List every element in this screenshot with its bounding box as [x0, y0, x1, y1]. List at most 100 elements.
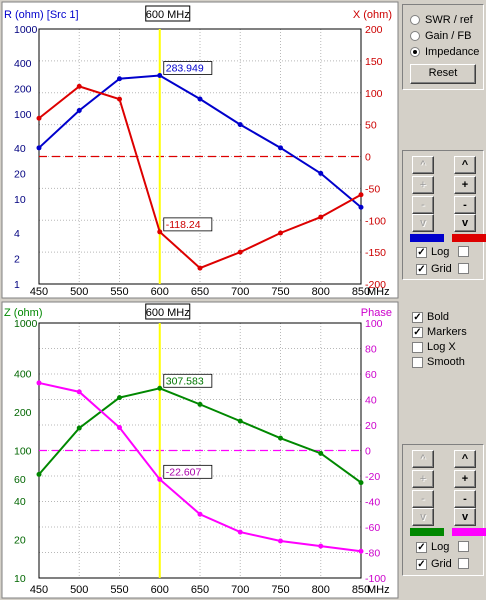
bottom-left-plus-button[interactable]: +: [412, 470, 434, 488]
bold-box: ✓: [412, 311, 423, 323]
bottom-left-up-button[interactable]: ^: [412, 450, 434, 468]
chart-1-right-tick-9: -80: [365, 548, 380, 560]
chart-0-series-1-point-750: [278, 230, 283, 236]
mode-group-frame: [402, 4, 484, 90]
bottom-grid-right-box: [458, 558, 469, 569]
bottom-left-minus-button[interactable]: -: [412, 490, 434, 508]
bottom-right-plus-button[interactable]: +: [454, 470, 476, 488]
chart-1-series-0-point-500: [76, 425, 82, 431]
bold-checkbox[interactable]: ✓ Bold: [412, 311, 449, 323]
bottom-grid-right-checkbox[interactable]: [458, 558, 473, 569]
top-log-right-box: [458, 246, 469, 257]
chart-1-xtick-800: 800: [312, 584, 330, 596]
chart-1-series-0-point-850: [358, 480, 364, 486]
chart-0-left-tick-0: 1000: [14, 24, 38, 36]
chart-1-annotation-box-1: [163, 464, 213, 479]
top-axis-panel: ^ ^ + + - - v v ✓ Log ✓ Grid: [402, 150, 486, 280]
chart-0-series-1-point-700: [237, 249, 243, 255]
top-grid-right-checkbox[interactable]: [458, 263, 473, 274]
chart-1-x-unit: MHz: [367, 584, 390, 596]
chart-1-xtick-750: 750: [271, 584, 289, 596]
bottom-right-minus-button[interactable]: -: [454, 490, 476, 508]
logx-label: Log X: [427, 341, 456, 353]
chart-0-series-0-point-450: [36, 145, 42, 151]
top-right-minus-button[interactable]: -: [454, 196, 476, 214]
chart-0-left-tick-8: 2: [14, 253, 20, 265]
chart-0-annotation-1: -118.24: [166, 219, 201, 231]
top-left-color-swatch[interactable]: [410, 234, 444, 242]
bottom-axis-panel: ^ ^ + + - - v v ✓ Log ✓ Grid: [402, 444, 486, 576]
top-left-up-button[interactable]: ^: [412, 156, 434, 174]
chart-1-left-tick-7: 10: [14, 573, 26, 585]
chart-0-series-1-point-500: [76, 83, 82, 89]
chart-0-left-tick-7: 4: [14, 228, 20, 240]
chart-1-right-tick-0: 100: [365, 318, 383, 330]
chart-0-xtick-600: 600: [151, 286, 169, 298]
chart-0-xtick-700: 700: [231, 286, 249, 298]
chart-0-series-0-point-800: [318, 170, 324, 176]
chart-0-left-tick-5: 20: [14, 168, 26, 180]
chart-1-marker-label: 600 MHz: [146, 307, 190, 319]
markers-label: Markers: [427, 326, 467, 338]
top-log-box: ✓: [416, 246, 427, 258]
chart-0-series-0-point-850: [358, 204, 364, 210]
radio-impedance[interactable]: Impedance: [410, 46, 479, 58]
reset-button[interactable]: Reset: [410, 64, 476, 84]
chart-1-series-1-point-750: [278, 538, 283, 544]
chart-0-right-axis-label: X (ohm): [353, 9, 392, 21]
top-right-down-button[interactable]: v: [454, 214, 476, 232]
smooth-checkbox[interactable]: Smooth: [412, 356, 465, 368]
chart-0-series-0-point-700: [237, 122, 243, 128]
top-grid-checkbox[interactable]: ✓ Grid: [416, 263, 452, 275]
markers-box: ✓: [412, 326, 423, 338]
bottom-left-down-button[interactable]: v: [412, 508, 434, 526]
chart-0-xtick-850: 850: [352, 286, 370, 298]
top-right-up-button[interactable]: ^: [454, 156, 476, 174]
radio-swr[interactable]: SWR / ref: [410, 14, 473, 26]
bottom-right-up-button[interactable]: ^: [454, 450, 476, 468]
bottom-left-color-swatch[interactable]: [410, 528, 444, 536]
chart-0-annotation-box-0: [163, 61, 213, 75]
chart-1-marker-box: [145, 303, 191, 320]
chart-1-series-1-point-500: [76, 389, 82, 395]
chart-0-xtick-450: 450: [30, 286, 48, 298]
chart-0-left-tick-3: 100: [14, 109, 32, 121]
radio-swr-label: SWR / ref: [425, 14, 473, 26]
bottom-right-down-button[interactable]: v: [454, 508, 476, 526]
chart-0-series-0-point-650: [197, 96, 203, 102]
chart-0-xtick-650: 650: [191, 286, 209, 298]
bottom-log-right-checkbox[interactable]: [458, 541, 473, 552]
chart-1-xtick-500: 500: [70, 584, 88, 596]
radio-gain[interactable]: Gain / FB: [410, 30, 471, 42]
top-grid-box: ✓: [416, 263, 427, 275]
top-left-down-button[interactable]: v: [412, 214, 434, 232]
radio-gain-label: Gain / FB: [425, 30, 472, 42]
chart-1-annotation-0: 307.583: [166, 375, 204, 387]
bottom-log-label: Log: [431, 541, 450, 553]
chart-1-right-tick-7: -40: [365, 497, 380, 509]
top-right-plus-button[interactable]: +: [454, 176, 476, 194]
bottom-right-color-swatch[interactable]: [452, 528, 486, 536]
chart-1-series-1-point-450: [36, 380, 42, 386]
chart-0-right-tick-7: -150: [365, 247, 386, 259]
radio-impedance-dot: [410, 47, 420, 57]
top-left-plus-button[interactable]: +: [412, 176, 434, 194]
chart-1-xtick-450: 450: [30, 584, 48, 596]
chart-0-marker-box: [145, 5, 191, 22]
radio-gain-dot: [410, 31, 420, 41]
logx-checkbox[interactable]: Log X: [412, 341, 456, 353]
top-log-checkbox[interactable]: ✓ Log: [416, 246, 449, 258]
chart-1-right-tick-5: 0: [365, 446, 371, 458]
radio-impedance-label: Impedance: [425, 46, 480, 58]
top-right-color-swatch[interactable]: [452, 234, 486, 242]
bottom-log-checkbox[interactable]: ✓ Log: [416, 541, 449, 553]
top-left-minus-button[interactable]: -: [412, 196, 434, 214]
chart-1-right-tick-10: -100: [365, 573, 386, 585]
bottom-grid-checkbox[interactable]: ✓ Grid: [416, 558, 452, 570]
markers-checkbox[interactable]: ✓ Markers: [412, 326, 467, 338]
chart-0-right-tick-4: 0: [365, 152, 371, 164]
top-log-right-checkbox[interactable]: [458, 246, 473, 257]
chart-1-right-tick-3: 40: [365, 395, 377, 407]
chart-1-xtick-600: 600: [151, 584, 169, 596]
chart-1-left-tick-0: 1000: [14, 318, 38, 330]
